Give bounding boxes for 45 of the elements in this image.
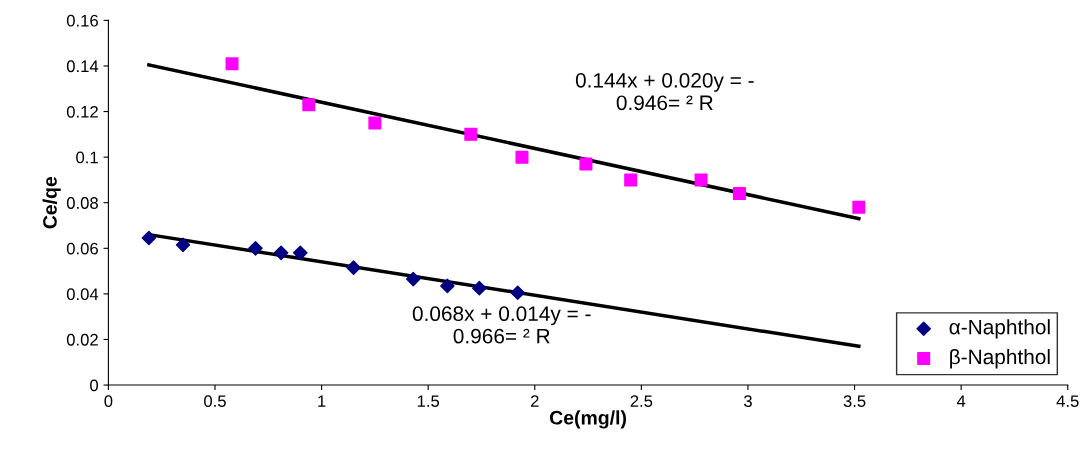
y-tick-label: 0.08 <box>66 197 98 209</box>
y-tick-label: 0.12 <box>66 105 98 118</box>
annotation: 0.068x + 0.014y = - 0.966= ² R <box>412 306 591 344</box>
y-tick-label: 0.04 <box>66 288 99 301</box>
point <box>273 245 289 261</box>
y-tick-label: 0.1 <box>76 151 98 164</box>
x-tick-label: 3.5 <box>843 395 866 408</box>
x-axis-title: Ce(mg/l) <box>549 410 626 429</box>
point <box>440 278 455 294</box>
point <box>732 187 746 201</box>
point <box>368 116 382 130</box>
x-tick-label: 4 <box>956 395 966 407</box>
y-tick-label: 0.14 <box>66 60 99 73</box>
x-tick-label: 1.5 <box>417 395 440 408</box>
point <box>141 230 157 246</box>
y-tick-label: 0.16 <box>66 14 98 27</box>
y-tick-label: 0 <box>90 379 99 392</box>
point <box>515 150 529 164</box>
point <box>464 127 478 141</box>
point <box>510 285 526 301</box>
point <box>225 57 239 71</box>
x-tick-label: 4.5 <box>1056 395 1079 408</box>
legend-label: α-Naphthol <box>949 319 1050 339</box>
y-tick-label: 0.02 <box>66 333 98 346</box>
y-axis-title: Ce/qe <box>42 176 61 229</box>
legend-label: β-Naphthol <box>950 348 1050 369</box>
point <box>579 157 593 171</box>
point <box>694 173 708 187</box>
annotation: 0.144x + 0.020y = - 0.946= ² R <box>575 72 754 111</box>
point <box>405 271 421 287</box>
x-tick-label: 0 <box>104 395 113 408</box>
x-tick-label: 1 <box>318 395 326 407</box>
x-tick-label: 3 <box>743 395 752 408</box>
point <box>292 245 308 261</box>
point <box>472 280 487 296</box>
point <box>852 200 866 214</box>
x-tick-label: 2.5 <box>630 395 653 408</box>
point <box>302 98 316 112</box>
point <box>175 237 191 253</box>
point <box>248 241 263 256</box>
point <box>624 173 638 187</box>
point <box>346 260 361 275</box>
y-tick-label: 0.06 <box>66 242 98 255</box>
x-tick-label: 0.5 <box>204 395 226 408</box>
x-tick-label: 2 <box>530 395 539 407</box>
